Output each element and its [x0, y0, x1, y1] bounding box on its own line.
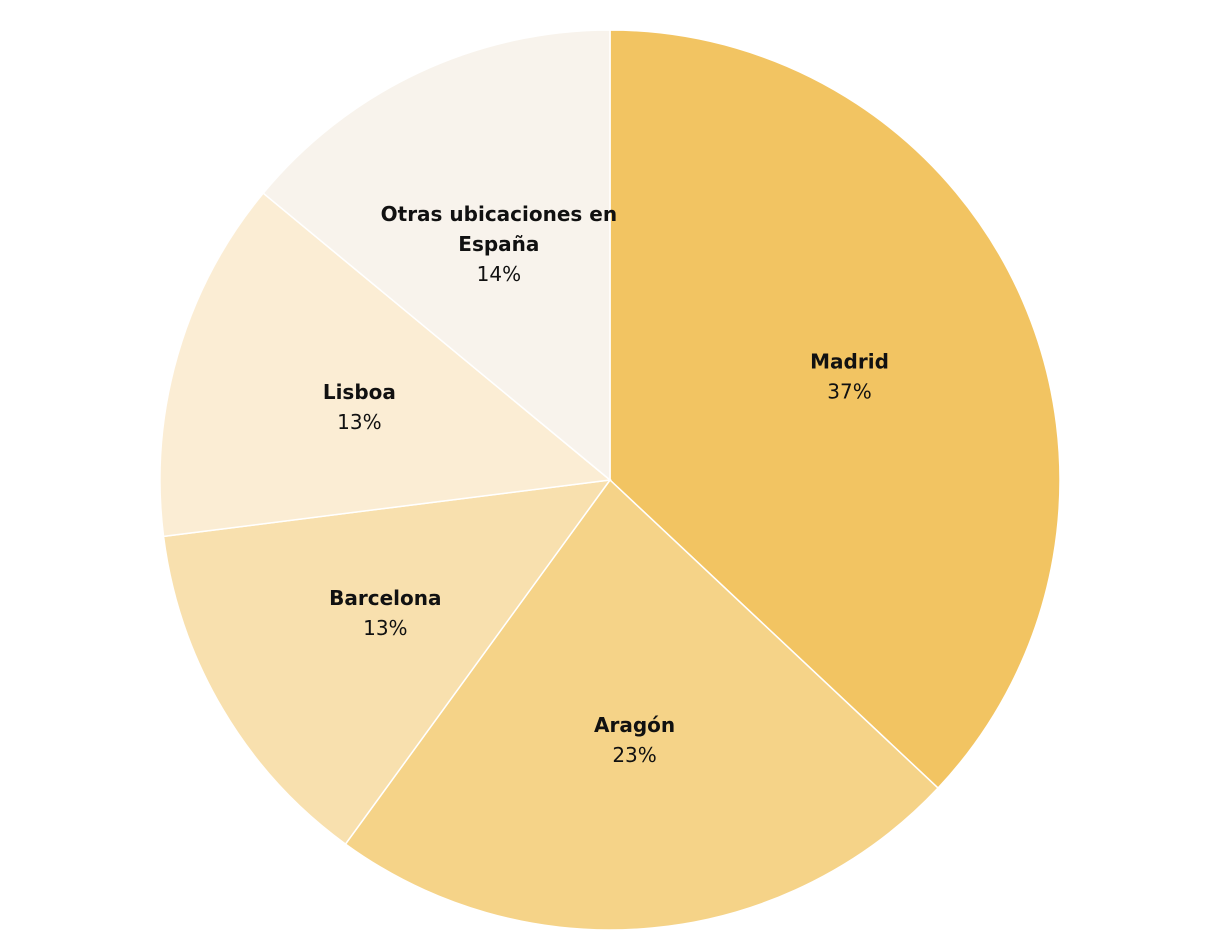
slice-value-label: 13% — [337, 410, 381, 434]
slice-name-label: Otras ubicaciones en — [381, 202, 617, 226]
slice-label-lisboa: Lisboa 13% — [323, 380, 396, 434]
slice-value-label: 13% — [363, 616, 407, 640]
slice-value-label: 23% — [612, 743, 656, 767]
slice-name-label: Aragón — [594, 713, 675, 737]
slice-label-otras-ubicaciones-en-espana: Otras ubicaciones en España 14% — [381, 202, 617, 286]
slice-name-label: Barcelona — [329, 586, 441, 610]
slice-value-label: 14% — [477, 262, 521, 286]
pie-slice-otras-ubicaciones-en-espana — [262, 29, 611, 482]
slice-name-label: España — [458, 232, 539, 256]
slice-name-label: Madrid — [810, 349, 889, 373]
pie-labels: Madrid 37% Aragón 23% Barcelona 13% Lisboa 13% O… — [323, 202, 889, 767]
pie-slices — [159, 29, 1061, 931]
pie-slice-barcelona — [162, 479, 612, 846]
slice-name-label: Lisboa — [323, 380, 396, 404]
pie-slice-aragon — [344, 478, 940, 931]
slice-label-barcelona: Barcelona 13% — [329, 586, 441, 640]
pie-slice-lisboa — [159, 192, 612, 538]
slice-label-madrid: Madrid 37% — [810, 349, 889, 403]
slice-value-label: 37% — [827, 379, 871, 403]
slice-label-aragon: Aragón 23% — [594, 713, 675, 767]
pie-slice-madrid — [609, 29, 1061, 790]
